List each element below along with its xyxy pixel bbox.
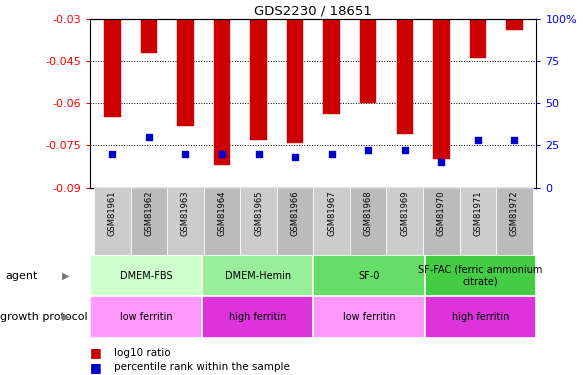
Bar bbox=[202, 296, 313, 338]
Bar bbox=[277, 188, 314, 255]
Bar bbox=[314, 296, 425, 338]
Text: high ferritin: high ferritin bbox=[452, 312, 510, 322]
Text: SF-FAC (ferric ammonium
citrate): SF-FAC (ferric ammonium citrate) bbox=[419, 265, 543, 286]
Bar bbox=[396, 19, 413, 134]
Text: ■: ■ bbox=[90, 361, 102, 374]
Bar bbox=[360, 19, 377, 103]
Text: percentile rank within the sample: percentile rank within the sample bbox=[114, 363, 290, 372]
Point bbox=[217, 151, 227, 157]
Bar bbox=[387, 188, 423, 255]
Bar bbox=[314, 188, 350, 255]
Text: ▶: ▶ bbox=[62, 271, 70, 280]
Text: GSM81961: GSM81961 bbox=[108, 191, 117, 236]
Text: GSM81963: GSM81963 bbox=[181, 191, 190, 237]
Bar bbox=[90, 255, 202, 296]
Point bbox=[400, 147, 409, 153]
Text: GSM81966: GSM81966 bbox=[290, 191, 300, 237]
Text: DMEM-FBS: DMEM-FBS bbox=[120, 271, 173, 280]
Bar bbox=[131, 188, 167, 255]
Text: GSM81971: GSM81971 bbox=[473, 191, 482, 236]
Text: GSM81965: GSM81965 bbox=[254, 191, 263, 236]
Bar bbox=[314, 255, 425, 296]
Text: log10 ratio: log10 ratio bbox=[114, 348, 170, 357]
Bar bbox=[470, 19, 486, 58]
Point bbox=[510, 137, 519, 143]
Text: DMEM-Hemin: DMEM-Hemin bbox=[224, 271, 291, 280]
Text: ▶: ▶ bbox=[62, 312, 70, 322]
Text: GSM81964: GSM81964 bbox=[217, 191, 226, 236]
Point bbox=[437, 159, 446, 165]
Point bbox=[144, 134, 153, 140]
Point bbox=[364, 147, 373, 153]
Bar bbox=[287, 19, 303, 142]
Bar bbox=[214, 19, 230, 165]
Text: GSM81972: GSM81972 bbox=[510, 191, 519, 236]
Bar bbox=[496, 188, 533, 255]
Text: GSM81967: GSM81967 bbox=[327, 191, 336, 237]
Bar bbox=[250, 19, 267, 140]
Bar bbox=[423, 188, 459, 255]
Point bbox=[254, 151, 263, 157]
Point bbox=[108, 151, 117, 157]
Bar bbox=[324, 19, 340, 114]
Text: GSM81962: GSM81962 bbox=[145, 191, 153, 236]
Bar bbox=[167, 188, 203, 255]
Bar bbox=[425, 296, 536, 338]
Text: ■: ■ bbox=[90, 346, 102, 359]
Point bbox=[473, 137, 483, 143]
Point bbox=[290, 154, 300, 160]
Bar bbox=[459, 188, 496, 255]
Bar bbox=[506, 19, 522, 30]
Text: agent: agent bbox=[6, 271, 38, 280]
Text: high ferritin: high ferritin bbox=[229, 312, 286, 322]
Bar bbox=[141, 19, 157, 53]
Text: growth protocol: growth protocol bbox=[0, 312, 87, 322]
Point bbox=[327, 151, 336, 157]
Bar bbox=[240, 188, 277, 255]
Bar bbox=[177, 19, 194, 126]
Bar bbox=[203, 188, 240, 255]
Text: GSM81969: GSM81969 bbox=[401, 191, 409, 236]
Bar bbox=[104, 19, 121, 117]
Bar bbox=[202, 255, 313, 296]
Text: GSM81968: GSM81968 bbox=[364, 191, 373, 237]
Bar bbox=[350, 188, 387, 255]
Text: GSM81970: GSM81970 bbox=[437, 191, 446, 236]
Bar bbox=[425, 255, 536, 296]
Text: SF-0: SF-0 bbox=[359, 271, 380, 280]
Text: low ferritin: low ferritin bbox=[343, 312, 395, 322]
Title: GDS2230 / 18651: GDS2230 / 18651 bbox=[254, 4, 373, 18]
Bar bbox=[433, 19, 449, 159]
Bar bbox=[90, 296, 202, 338]
Bar bbox=[94, 188, 131, 255]
Text: low ferritin: low ferritin bbox=[120, 312, 173, 322]
Point bbox=[181, 151, 190, 157]
